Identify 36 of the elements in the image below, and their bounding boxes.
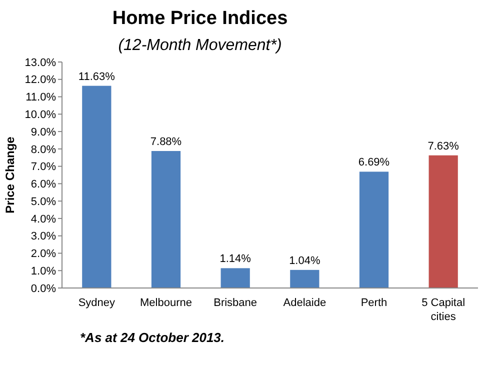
x-tick-label: Brisbane [214,297,258,309]
data-label: 1.14% [220,253,252,266]
data-label: 7.88% [150,136,182,148]
y-tick-label: 11.0% [26,92,56,104]
y-tick-label: 5.0% [30,196,56,208]
x-tick-label: 5 Capital cities [422,297,466,323]
y-tick-label: 4.0% [30,213,56,226]
bar [151,151,181,288]
bar [428,155,458,288]
y-tick-label: 13.0% [24,56,56,69]
x-tick-label: Melbourne [140,297,192,309]
data-label: 7.63% [428,140,460,152]
bar [82,86,112,288]
y-tick-label: 6.0% [30,178,56,191]
data-label: 6.69% [358,156,390,169]
chart-title: Home Price Indices [112,8,288,29]
y-tick-label: 2.0% [30,248,56,260]
y-tick-label: 7.0% [30,161,56,174]
y-tick-label: 3.0% [30,230,56,243]
x-tick-label: Adelaide [283,297,326,309]
chart-subtitle: (12-Month Movement*) [118,37,282,54]
data-label: 1.04% [289,254,320,267]
y-tick-label: 12.0% [24,74,56,86]
text: *As at 24 October 2013. [80,330,225,345]
y-tick-label: 8.0% [30,144,56,156]
y-tick-label: 9.0% [30,126,56,138]
bar [290,270,320,288]
bar [220,268,250,288]
y-tick-label: 1.0% [30,265,56,278]
y-tick-label: 10.0% [24,109,56,122]
x-tick-label: Sydney [78,297,116,309]
y-axis-title: Price Change [3,136,17,214]
data-label: 11.63% [78,70,116,83]
x-tick-label: Perth [360,297,388,309]
y-tick-label: 0.0% [30,282,56,295]
bar [359,172,389,288]
